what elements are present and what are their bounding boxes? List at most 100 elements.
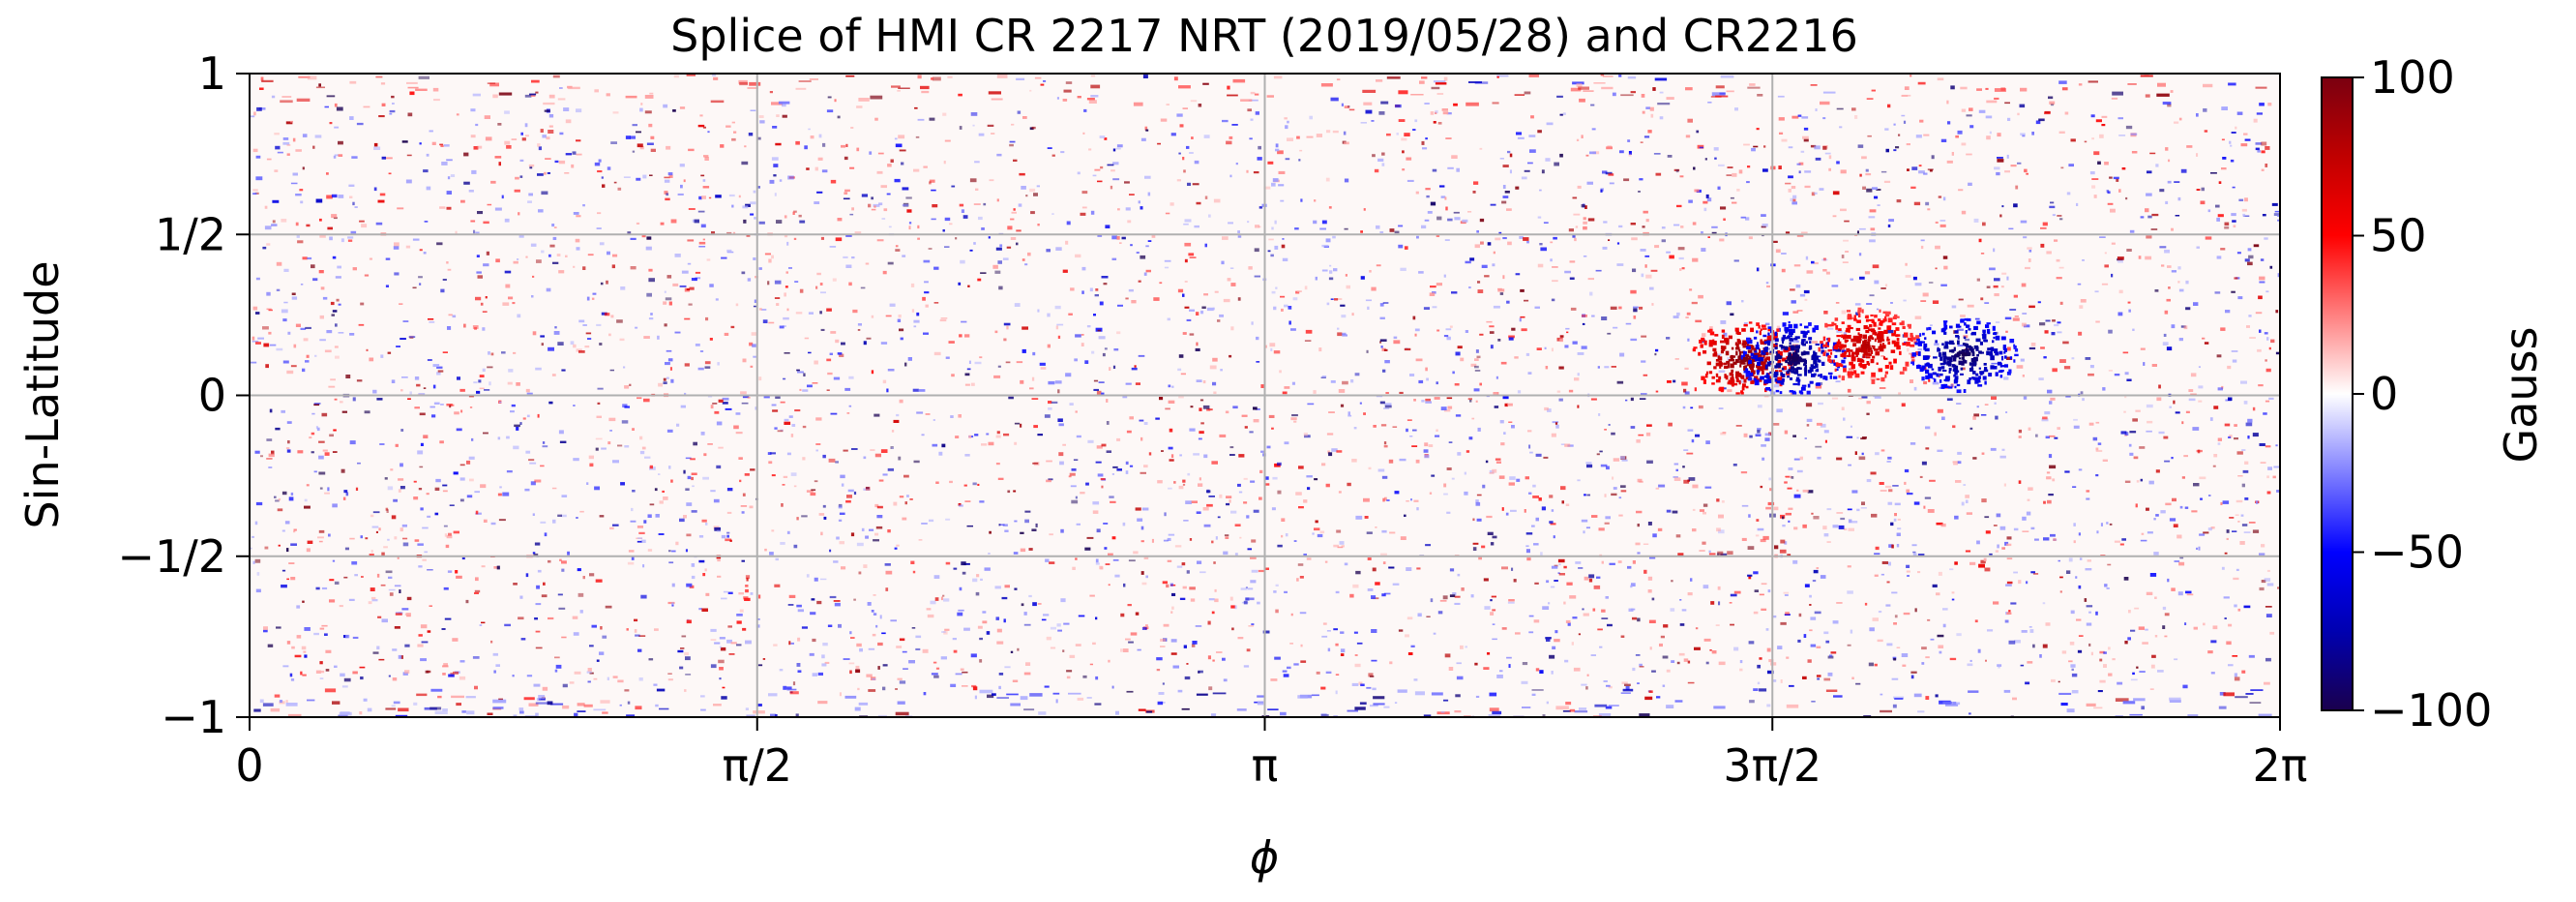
field-element [2093,195,2097,198]
field-element [1673,224,1680,226]
field-element [754,217,756,220]
field-element [1507,241,1512,246]
field-element [300,327,307,330]
field-element [428,318,434,320]
field-element [418,488,423,491]
field-element [1675,534,1681,538]
field-element [1020,531,1024,534]
field-element [1109,496,1114,498]
field-element [609,526,614,530]
field-element [576,139,581,142]
field-element [685,549,688,553]
field-element [1060,528,1064,533]
field-element [1106,450,1111,453]
field-element [1371,595,1377,599]
field-element [1633,316,1637,319]
field-element [999,524,1005,526]
field-element [1508,421,1513,423]
field-element [2043,537,2050,541]
field-element [2178,117,2182,121]
field-element [1649,646,1652,650]
field-element [2241,670,2246,674]
field-element [2162,625,2166,629]
field-element [492,699,507,704]
field-element [964,373,970,376]
field-element [2248,315,2252,317]
field-element [1586,181,1593,185]
field-element [1130,632,1138,636]
field-element [1666,97,1674,100]
field-element [893,419,900,423]
field-element [1764,322,1770,326]
field-element [882,664,888,667]
field-element [1066,670,1073,673]
field-element [1133,102,1143,106]
field-element [1803,127,1809,131]
field-element [2178,338,2183,342]
field-element [1196,312,1199,316]
field-element [1484,275,1490,278]
field-element [866,487,870,490]
field-element [783,325,786,327]
field-element [1409,374,1415,376]
field-element [1379,316,1385,319]
field-element [315,198,323,203]
field-element [2276,490,2280,493]
field-element [1189,256,1197,258]
field-element [1346,285,1350,289]
field-element [802,457,806,461]
field-element [475,231,480,234]
field-element [1855,682,1861,685]
field-element [611,264,615,269]
field-element [2123,410,2126,413]
field-element [1802,524,1807,528]
field-element [434,710,448,714]
field-element [1496,75,1509,77]
field-element [1903,299,1907,302]
field-element [475,512,482,515]
field-element [1748,576,1752,580]
field-element [1189,428,1196,432]
field-element [427,630,431,633]
field-element [1239,536,1242,539]
field-element [2166,346,2173,351]
field-element [2052,214,2056,217]
field-element [1980,253,1985,255]
field-element [993,375,1001,378]
field-element [1125,207,1131,211]
field-element [2140,478,2143,482]
field-element [1189,538,1193,541]
field-element [1255,408,1260,410]
field-element [326,172,329,175]
field-element [2240,514,2244,517]
field-element [1460,357,1465,362]
field-element [1151,234,1156,238]
field-element [1579,98,1585,103]
field-element [1386,499,1390,501]
field-element [1555,706,1569,710]
field-element [1500,442,1505,446]
field-element [816,191,823,194]
field-element [1287,137,1293,141]
field-element [684,651,690,656]
field-element [480,484,487,489]
field-element [1363,412,1366,415]
field-element [404,613,411,616]
field-element [520,638,526,641]
field-element [812,673,817,676]
field-element [1552,280,1558,283]
field-element [573,458,579,462]
field-element [2127,301,2131,304]
field-element [1528,444,1531,449]
field-element [1493,392,1497,395]
field-element [1171,385,1174,388]
field-element [1014,422,1021,425]
field-element [631,507,634,512]
field-element [1347,411,1350,416]
field-element [1241,414,1248,417]
field-element [2050,201,2055,204]
field-element [1578,86,1589,90]
field-element [1553,236,1557,240]
field-element [393,701,400,705]
field-element [1619,150,1624,154]
